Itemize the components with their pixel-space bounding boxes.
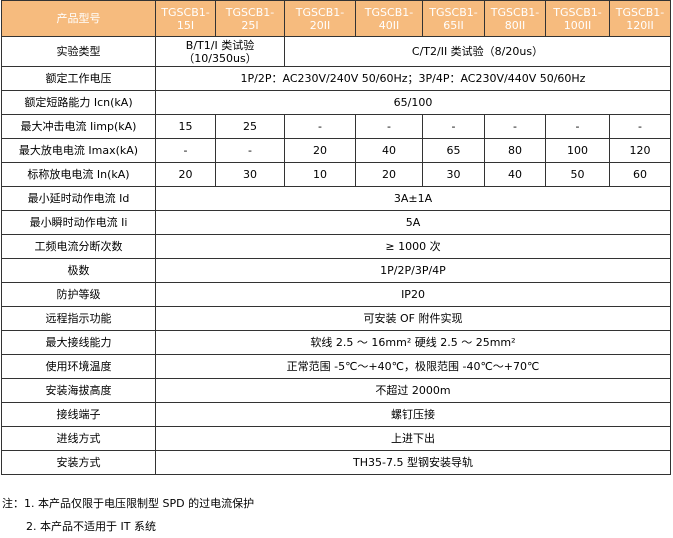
table-row: 工频电流分断次数 ≥ 1000 次: [1, 234, 671, 259]
row-label: 最小延时动作电流 Id: [1, 186, 156, 211]
row-value: -: [215, 138, 285, 163]
row-value: 15: [155, 114, 216, 139]
header-label: 产品型号: [1, 0, 156, 37]
model-header: TGSCB1- 20II: [284, 0, 356, 37]
table-row: 额定工作电压 1P/2P：AC230V/240V 50/60Hz；3P/4P：AC…: [1, 66, 671, 91]
row-value: -: [422, 114, 485, 139]
model-header: TGSCB1- 120II: [609, 0, 671, 37]
model-header: TGSCB1- 100II: [545, 0, 610, 37]
row-value: 20: [155, 162, 216, 187]
row-value: C/T2/II 类试验（8/20us）: [284, 36, 671, 67]
table-row: 额定短路能力 Icn(kA) 65/100: [1, 90, 671, 115]
row-label: 最大接线能力: [1, 330, 156, 355]
row-value: 80: [484, 138, 546, 163]
row-value: B/T1/I 类试验（10/350us）: [155, 36, 285, 67]
row-label: 最大冲击电流 Iimp(kA): [1, 114, 156, 139]
model-header: TGSCB1- 15I: [155, 0, 216, 37]
row-value: 30: [215, 162, 285, 187]
row-value: -: [155, 138, 216, 163]
table-row: 标称放电电流 In(kA) 20 30 10 20 30 40 50 60: [1, 162, 671, 187]
row-value: TH35-7.5 型钢安装导轨: [155, 450, 671, 475]
row-value: 上进下出: [155, 426, 671, 451]
row-value: 30: [422, 162, 485, 187]
row-label: 安装海拔高度: [1, 378, 156, 403]
row-value: 65: [422, 138, 485, 163]
row-value: 25: [215, 114, 285, 139]
table-row: 安装海拔高度 不超过 2000m: [1, 378, 671, 403]
table-row: 最大放电电流 Imax(kA) - -20 40 65 80 100 120: [1, 138, 671, 163]
model-header: TGSCB1- 40II: [355, 0, 423, 37]
row-label: 标称放电电流 In(kA): [1, 162, 156, 187]
table-row: 实验类型 B/T1/I 类试验（10/350us） C/T2/II 类试验（8/20…: [1, 36, 671, 67]
row-value: -: [609, 114, 671, 139]
row-value: 不超过 2000m: [155, 378, 671, 403]
row-value: -: [284, 114, 356, 139]
row-value: 50: [545, 162, 610, 187]
row-value: 1P/2P/3P/4P: [155, 258, 671, 283]
table-row: 最小瞬时动作电流 Ii 5A: [1, 210, 671, 235]
table-row: 最大冲击电流 Iimp(kA) 15 25- - - - - -: [1, 114, 671, 139]
table-row: 远程指示功能 可安装 OF 附件实现: [1, 306, 671, 331]
row-value: 20: [355, 162, 423, 187]
row-value: -: [355, 114, 423, 139]
row-value: 5A: [155, 210, 671, 235]
header-row: 产品型号 TGSCB1- 15I TGSCB1- 25I TGSCB1- 20II TG…: [1, 0, 671, 37]
note-1: 注：1. 本产品仅限于电压限制型 SPD 的过电流保护: [2, 497, 255, 510]
table-row: 最大接线能力 软线 2.5 ～ 16mm² 硬线 2.5 ～ 25mm²: [1, 330, 671, 355]
row-value: 10: [284, 162, 356, 187]
table-row: 最小延时动作电流 Id 3A±1A: [1, 186, 671, 211]
row-value: 60: [609, 162, 671, 187]
row-value: 3A±1A: [155, 186, 671, 211]
row-value: 1P/2P：AC230V/240V 50/60Hz；3P/4P：AC230V/4…: [155, 66, 671, 91]
row-value: 40: [355, 138, 423, 163]
row-label: 极数: [1, 258, 156, 283]
row-label: 最小瞬时动作电流 Ii: [1, 210, 156, 235]
row-value: 65/100: [155, 90, 671, 115]
table-row: 接线端子 螺钉压接: [1, 402, 671, 427]
row-label: 远程指示功能: [1, 306, 156, 331]
table-row: 极数 1P/2P/3P/4P: [1, 258, 671, 283]
row-value: 20: [284, 138, 356, 163]
row-value: 正常范围 -5℃～+40℃，极限范围 -40℃～+70℃: [155, 354, 671, 379]
spec-table: 产品型号 TGSCB1- 15I TGSCB1- 25I TGSCB1- 20II TG…: [1, 0, 671, 475]
table-row: 安装方式 TH35-7.5 型钢安装导轨: [1, 450, 671, 475]
note-2: 2. 本产品不适用于 IT 系统: [26, 520, 156, 533]
row-label: 实验类型: [1, 36, 156, 67]
row-label: 防护等级: [1, 282, 156, 307]
row-label: 额定工作电压: [1, 66, 156, 91]
table-row: 防护等级 IP20: [1, 282, 671, 307]
notes: 注：1. 本产品仅限于电压限制型 SPD 的过电流保护 2. 本产品不适用于 I…: [2, 492, 254, 538]
model-header: TGSCB1- 65II: [422, 0, 485, 37]
model-header: TGSCB1- 25I: [215, 0, 285, 37]
row-label: 安装方式: [1, 450, 156, 475]
row-value: 可安装 OF 附件实现: [155, 306, 671, 331]
row-value: ≥ 1000 次: [155, 234, 671, 259]
row-label: 工频电流分断次数: [1, 234, 156, 259]
row-label: 接线端子: [1, 402, 156, 427]
row-value: IP20: [155, 282, 671, 307]
row-value: 螺钉压接: [155, 402, 671, 427]
row-value: 120: [609, 138, 671, 163]
table-row: 进线方式 上进下出: [1, 426, 671, 451]
row-label: 进线方式: [1, 426, 156, 451]
row-value: 软线 2.5 ～ 16mm² 硬线 2.5 ～ 25mm²: [155, 330, 671, 355]
model-header: TGSCB1- 80II: [484, 0, 546, 37]
row-label: 最大放电电流 Imax(kA): [1, 138, 156, 163]
row-value: -: [545, 114, 610, 139]
table-row: 使用环境温度 正常范围 -5℃～+40℃，极限范围 -40℃～+70℃: [1, 354, 671, 379]
row-label: 额定短路能力 Icn(kA): [1, 90, 156, 115]
row-value: -: [484, 114, 546, 139]
row-value: 100: [545, 138, 610, 163]
row-label: 使用环境温度: [1, 354, 156, 379]
row-value: 40: [484, 162, 546, 187]
